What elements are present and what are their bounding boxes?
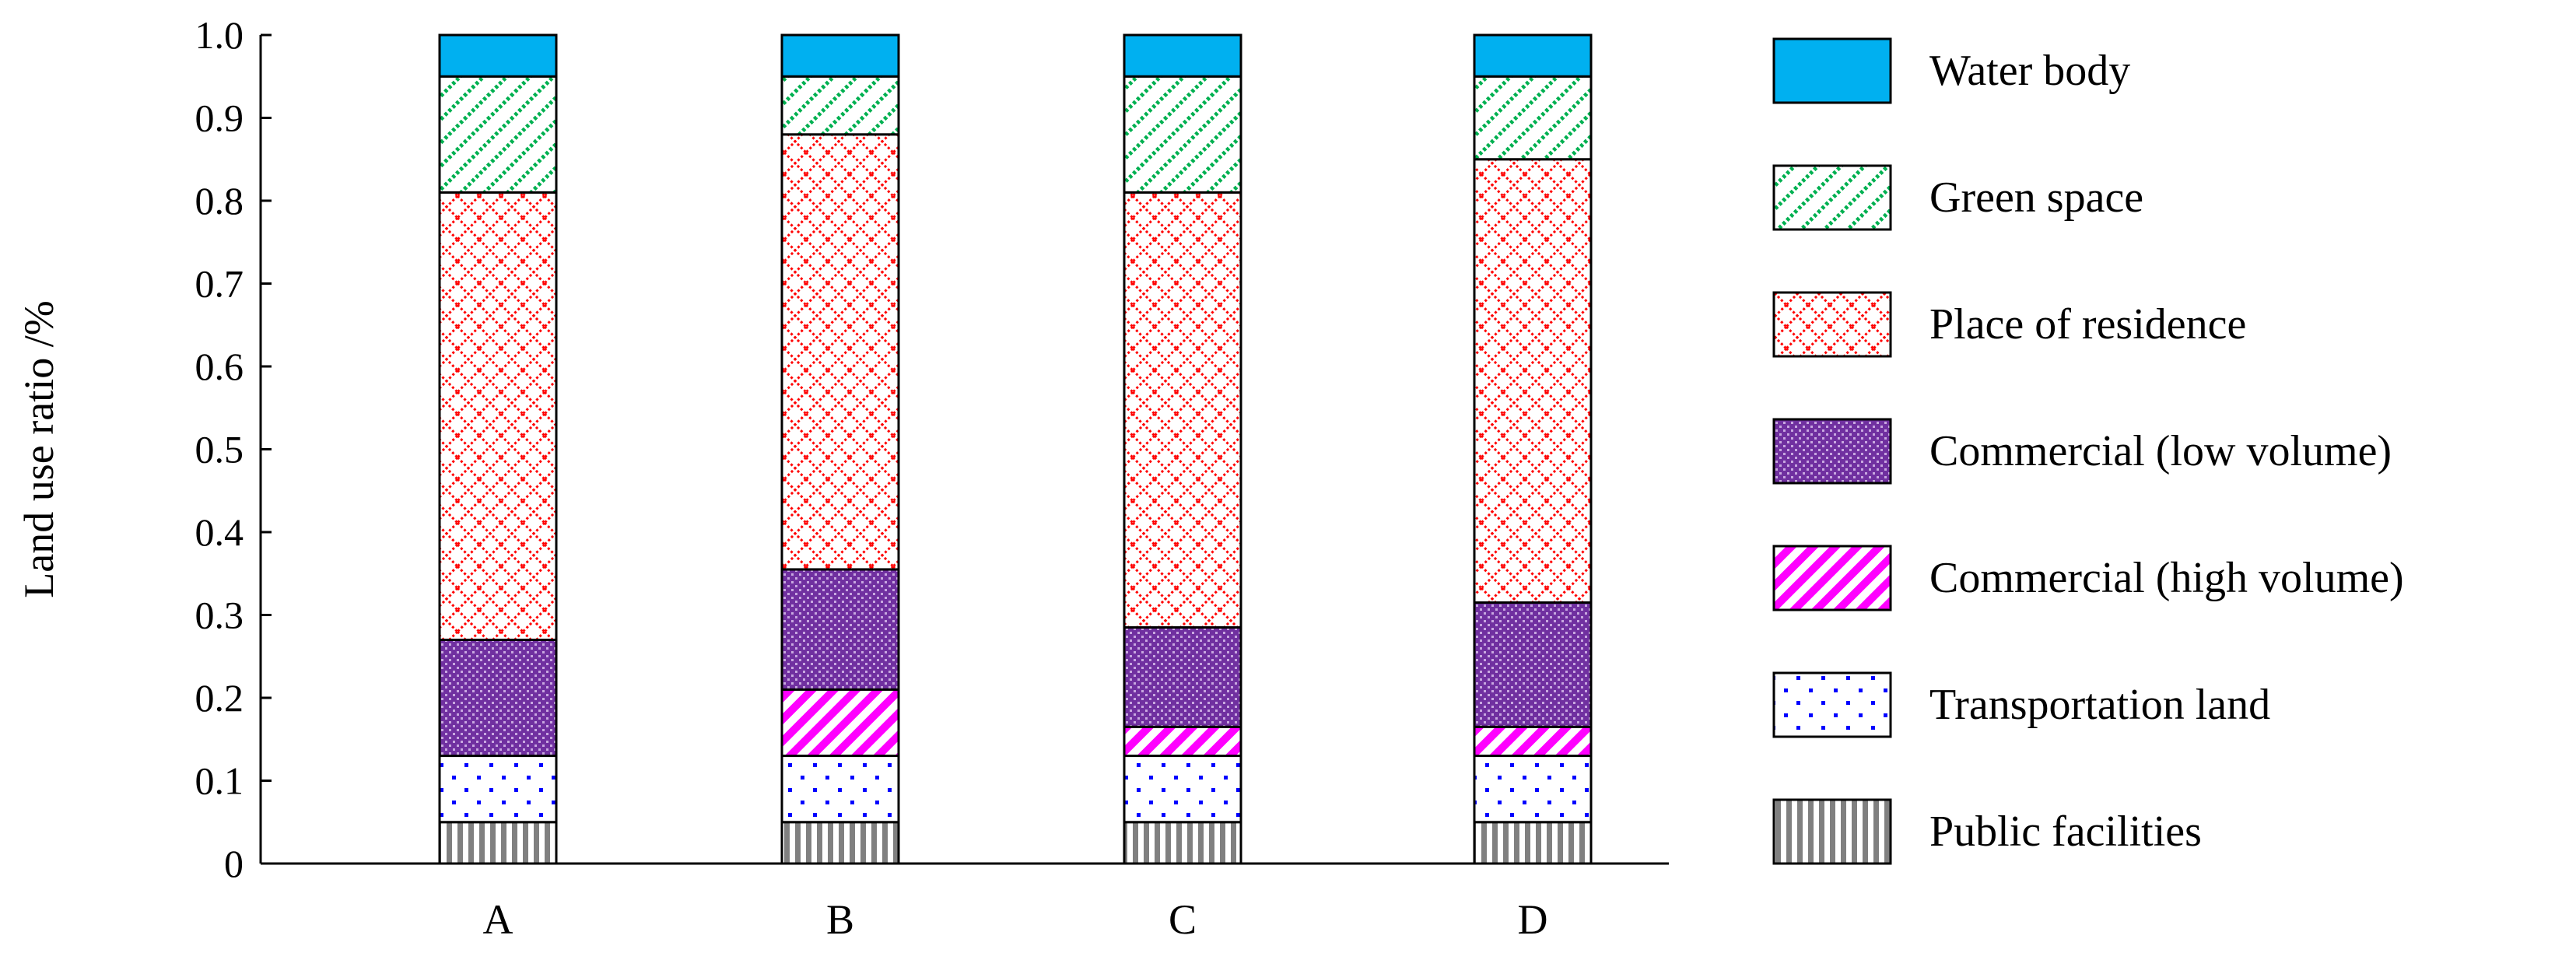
bar-segment-c-transportation-land (1123, 755, 1242, 824)
axes: 0 0.1 0.2 0.3 0.4 0.5 0.6 0.7 0.8 0.9 1.0 Land use … (16, 13, 1669, 943)
y-tick-label: 0.3 (195, 594, 244, 637)
legend-item-green-space: Green space (1772, 164, 2143, 231)
bar-segment-c-water-body (1123, 33, 1242, 78)
x-tick-label: B (826, 896, 854, 943)
legend-swatch-green-space (1772, 164, 1892, 231)
y-tick-label: 0.6 (195, 345, 244, 388)
bar-segment-c-commercial-low-volume (1123, 625, 1242, 728)
y-tick-label: 1.0 (195, 13, 244, 57)
bar-a (438, 33, 558, 865)
bar-segment-d-commercial-low-volume (1473, 601, 1593, 728)
bar-segment-a-commercial-low-volume (438, 638, 558, 758)
x-tick-label: D (1518, 896, 1548, 943)
legend-item-place-of-residence: Place of residence (1772, 291, 2246, 358)
y-tick-label: 0 (224, 842, 244, 885)
x-tick-label: C (1169, 896, 1197, 943)
legend-label-green-space: Green space (1929, 173, 2143, 222)
legend-swatch-commercial-low-volume (1772, 418, 1892, 485)
y-tick-label: 0.5 (195, 428, 244, 471)
bar-d (1473, 33, 1593, 865)
y-tick-label: 0.8 (195, 179, 244, 222)
legend-item-transportation-land: Transportation land (1772, 671, 2270, 738)
y-tick-label: 0.2 (195, 676, 244, 720)
bar-segment-b-water-body (780, 33, 900, 78)
legend: Water body Green space Place of residence C… (1772, 37, 2404, 865)
legend-label-water-body: Water body (1929, 47, 2130, 95)
bar-segment-c-place-of-residence (1123, 191, 1242, 629)
bar-segment-c-commercial-high-volume (1123, 725, 1242, 758)
legend-swatch-water-body (1772, 37, 1892, 104)
bar-segment-c-public-facilities (1123, 821, 1242, 865)
legend-item-public-facilities: Public facilities (1772, 798, 2202, 865)
bar-segment-a-water-body (438, 33, 558, 78)
legend-swatch-public-facilities (1772, 798, 1892, 865)
bar-segment-d-green-space (1473, 75, 1593, 161)
legend-swatch-place-of-residence (1772, 291, 1892, 358)
legend-label-commercial-high-volume: Commercial (high volume) (1929, 554, 2404, 602)
legend-label-commercial-low-volume: Commercial (low volume) (1929, 427, 2392, 475)
bar-segment-b-commercial-high-volume (780, 688, 900, 758)
bars (438, 33, 1593, 865)
bar-segment-b-commercial-low-volume (780, 568, 900, 691)
bar-segment-a-public-facilities (438, 821, 558, 865)
legend-label-place-of-residence: Place of residence (1929, 300, 2246, 349)
y-tick-label: 0.4 (195, 510, 244, 554)
y-tick-label: 0.9 (195, 96, 244, 140)
bar-b (780, 33, 900, 865)
bar-segment-b-place-of-residence (780, 133, 900, 571)
bar-segment-c-green-space (1123, 75, 1242, 194)
bar-segment-a-transportation-land (438, 755, 558, 824)
legend-label-transportation-land: Transportation land (1929, 681, 2270, 729)
bar-segment-a-place-of-residence (438, 191, 558, 641)
bar-segment-d-place-of-residence (1473, 158, 1593, 604)
bar-segment-d-public-facilities (1473, 821, 1593, 865)
y-tick-label: 0.7 (195, 262, 244, 306)
legend-item-water-body: Water body (1772, 37, 2130, 104)
bar-c (1123, 33, 1242, 865)
legend-swatch-commercial-high-volume (1772, 545, 1892, 611)
bar-segment-a-green-space (438, 75, 558, 194)
y-axis-title: Land use ratio /% (16, 300, 62, 597)
x-tick-label: A (483, 896, 513, 943)
y-tick-label: 0.1 (195, 759, 244, 803)
legend-label-public-facilities: Public facilities (1929, 808, 2202, 856)
legend-item-commercial-low-volume: Commercial (low volume) (1772, 418, 2392, 485)
legend-item-commercial-high-volume: Commercial (high volume) (1772, 545, 2404, 611)
bar-segment-b-public-facilities (780, 821, 900, 865)
bar-segment-d-commercial-high-volume (1473, 725, 1593, 758)
bar-segment-d-water-body (1473, 33, 1593, 78)
bar-segment-b-green-space (780, 75, 900, 136)
bar-segment-b-transportation-land (780, 755, 900, 824)
legend-swatch-transportation-land (1772, 671, 1892, 738)
bar-segment-d-transportation-land (1473, 755, 1593, 824)
